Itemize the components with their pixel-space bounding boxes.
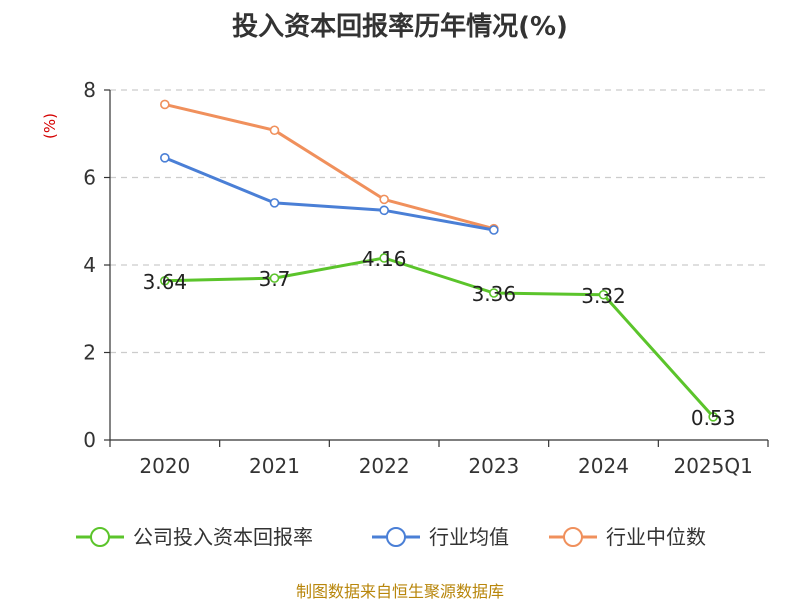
y-tick-label: 8 [83,78,96,102]
legend: 公司投入资本回报率 行业均值 行业中位数 [76,525,706,549]
series-layer [160,99,718,422]
x-tick-label: 2022 [359,454,410,478]
series-line [164,256,715,418]
data-point [160,153,170,163]
data-point [269,273,280,283]
series-line [164,156,495,232]
data-labels: 3.64 3.7 4.16 3.36 3.32 0.53 [143,247,736,430]
x-tick-label: 2021 [249,454,300,478]
legend-item: 行业中位数 [549,525,706,549]
data-point [379,253,389,263]
x-tick-label: 2020 [139,454,190,478]
source-note: 制图数据来自恒生聚源数据库 [295,582,504,600]
legend-label: 行业均值 [429,525,509,549]
data-point [269,198,280,208]
legend-item: 行业均值 [372,525,509,549]
data-point [598,289,609,300]
y-tick-label: 0 [83,428,96,452]
legend-item: 公司投入资本回报率 [76,525,313,549]
legend-marker [386,527,406,547]
series-line [164,102,495,231]
y-tick-label: 2 [83,341,96,365]
data-point [708,412,718,422]
data-label: 3.7 [259,267,291,291]
data-point [379,205,389,216]
x-tick-label: 2024 [578,454,629,478]
y-tick-label: 6 [83,166,96,190]
y-axis-label: (%) [41,113,59,139]
data-point [269,125,280,136]
axes: 0 2 4 6 8 (%) 2020 2021 2022 2023 2024 2025Q1 [41,78,769,478]
legend-label: 公司投入资本回报率 [133,525,313,549]
x-tick-label: 2023 [468,454,519,478]
data-label: 0.53 [691,406,736,430]
y-tick-label: 4 [83,253,96,277]
data-point [379,194,389,205]
data-point [160,99,170,110]
data-point [489,225,499,235]
chart-title: 投入资本回报率历年情况(%) [232,12,568,42]
x-tick-label: 2025Q1 [673,454,752,478]
data-point [489,288,499,298]
legend-label: 行业中位数 [606,525,706,549]
data-label: 3.32 [581,284,626,308]
legend-marker [90,527,110,547]
data-label: 3.64 [143,270,188,294]
data-label: 3.36 [472,282,517,306]
legend-marker [563,527,583,547]
data-label: 4.16 [362,247,407,271]
data-point [160,275,170,286]
